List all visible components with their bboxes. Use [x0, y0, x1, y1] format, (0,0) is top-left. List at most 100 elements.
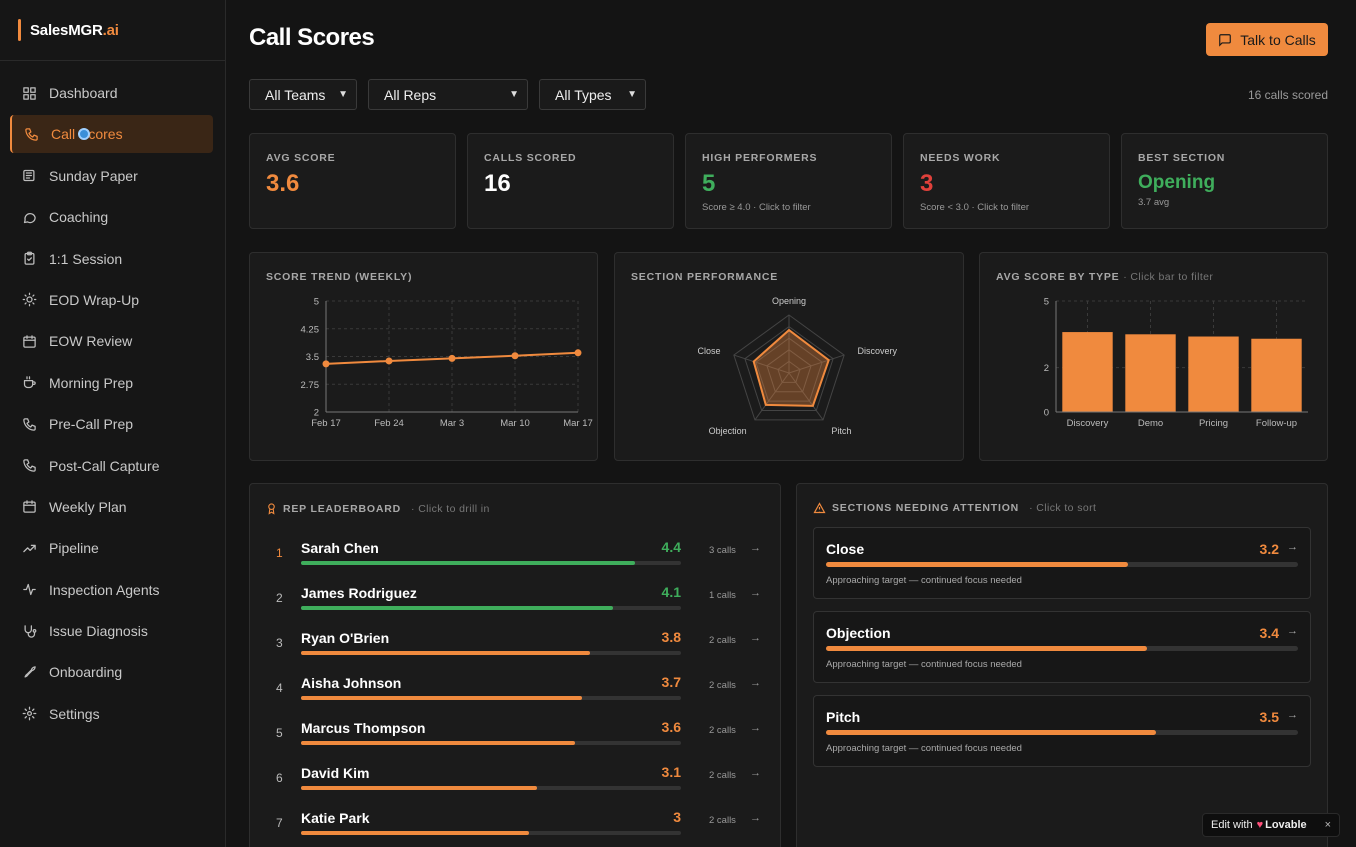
sidebar-item-settings[interactable]: Settings — [10, 695, 213, 733]
talk-to-calls-button[interactable]: Talk to Calls — [1206, 23, 1328, 56]
radar-grid-ring — [744, 325, 834, 412]
sidebar-item-label: EOW Review — [49, 333, 133, 350]
call-count: 1 calls — [709, 590, 736, 601]
leaderboard-row[interactable]: 3 Ryan O'Brien 3.8 2 calls → — [266, 626, 764, 666]
section-score: 3.2 — [1259, 541, 1279, 557]
score-bar-fill — [301, 741, 575, 745]
y-tick-label: 2 — [1044, 363, 1049, 374]
score-bar-fill — [301, 831, 529, 835]
kpi-subtext: Score < 3.0 · Click to filter — [920, 202, 1030, 213]
y-tick-label: 5 — [1044, 297, 1049, 308]
attention-item-pitch[interactable]: Pitch 3.5 → Approaching target — continued … — [813, 695, 1311, 767]
rocket-icon — [24, 666, 36, 678]
arrow-right-icon: → — [750, 542, 761, 554]
rep-score: 3.1 — [661, 764, 681, 780]
kpi-card-high-performers[interactable]: HIGH PERFORMERS 5 Score ≥ 4.0 · Click to f… — [685, 133, 892, 229]
types-select-value: All Types — [555, 86, 612, 103]
kpi-label: NEEDS WORK — [920, 152, 1001, 164]
bar-follow-up[interactable] — [1251, 338, 1302, 412]
section-note: Approaching target — continued focus nee… — [826, 575, 1022, 586]
types-select[interactable]: All Types ▼ — [539, 79, 646, 110]
avg-score-by-type-chart[interactable]: 5 2 0 Discovery Demo Pricing Follow-up — [980, 253, 1327, 460]
sidebar-item-label: EOD Wrap-Up — [49, 291, 139, 308]
sidebar-item-post-call-capture[interactable]: Post-Call Capture — [10, 447, 213, 485]
sidebar-item-eow-review[interactable]: EOW Review — [10, 322, 213, 360]
sidebar-item-label: Pipeline — [49, 540, 99, 557]
avg-score-by-type-title: AVG SCORE BY TYPE · Click bar to filter — [996, 271, 1214, 283]
sidebar-item-dashboard[interactable]: Dashboard — [10, 74, 213, 112]
score-bar — [301, 741, 681, 745]
kpi-label: AVG SCORE — [266, 152, 336, 164]
radar-spoke — [788, 372, 824, 421]
bar-discovery[interactable] — [1062, 332, 1113, 412]
section-note: Approaching target — continued focus nee… — [826, 743, 1022, 754]
radar-axis-label: Discovery — [857, 346, 897, 356]
leaderboard-row[interactable]: 1 Sarah Chen 4.4 3 calls → — [266, 536, 764, 576]
arrow-right-icon: → — [1287, 709, 1298, 721]
sidebar-item-morning-prep[interactable]: Morning Prep — [10, 364, 213, 402]
leaderboard-row[interactable]: 6 David Kim 3.1 2 calls → — [266, 761, 764, 801]
leaderboard-row[interactable]: 4 Aisha Johnson 3.7 2 calls → — [266, 671, 764, 711]
brand-logo[interactable]: SalesMGR.ai — [0, 0, 225, 61]
leaderboard-row[interactable]: 2 James Rodriguez 4.1 1 calls → — [266, 581, 764, 621]
sidebar-item-label: Morning Prep — [49, 374, 134, 391]
page-title: Call Scores — [249, 24, 375, 51]
section-bar — [826, 730, 1298, 735]
rank: 6 — [276, 771, 283, 785]
reps-select[interactable]: All Reps ▼ — [368, 79, 528, 110]
radar-grid-ring — [755, 337, 823, 402]
phone-outgoing-icon — [23, 417, 36, 431]
score-bar — [301, 561, 681, 565]
call-count: 2 calls — [709, 815, 736, 826]
score-bar — [301, 606, 681, 610]
badge-prefix: Edit with — [1211, 819, 1253, 831]
score-bar — [301, 831, 681, 835]
coffee-icon — [23, 376, 36, 389]
bar-demo[interactable] — [1125, 334, 1176, 412]
leaderboard-row[interactable]: 5 Marcus Thompson 3.6 2 calls → — [266, 716, 764, 756]
sidebar-item-sunday-paper[interactable]: Sunday Paper — [10, 157, 213, 195]
attention-item-objection[interactable]: Objection 3.4 → Approaching target — contin… — [813, 611, 1311, 683]
teams-select[interactable]: All Teams ▼ — [249, 79, 357, 110]
section-bar-fill — [826, 562, 1129, 567]
leaderboard-row[interactable]: 7 Katie Park 3 2 calls → — [266, 806, 764, 846]
sidebar-item-pipeline[interactable]: Pipeline — [10, 529, 213, 567]
sidebar-item-onboarding[interactable]: Onboarding — [10, 653, 213, 691]
stethoscope-icon — [24, 624, 37, 638]
bar-pricing[interactable] — [1188, 336, 1239, 412]
attention-item-close[interactable]: Close 3.2 → Approaching target — continued … — [813, 527, 1311, 599]
edit-with-lovable-badge[interactable]: Edit with ♥ Lovable × — [1202, 813, 1340, 837]
sidebar-item-eod-wrap-up[interactable]: EOD Wrap-Up — [10, 281, 213, 319]
sidebar-item-label: Dashboard — [49, 85, 118, 101]
rank: 2 — [276, 591, 283, 605]
gear-icon — [22, 706, 37, 721]
kpi-value: 3 — [920, 170, 934, 197]
sidebar-item-inspection-agents[interactable]: Inspection Agents — [10, 571, 213, 609]
sidebar-item-coaching[interactable]: Coaching — [10, 198, 213, 236]
kpi-card-needs-work[interactable]: NEEDS WORK 3 Score < 3.0 · Click to filter — [903, 133, 1110, 229]
chevron-down-icon: ▼ — [509, 89, 519, 100]
sidebar-item-weekly-plan[interactable]: Weekly Plan — [10, 488, 213, 526]
score-trend-card: SCORE TREND (WEEKLY) 5 4.25 3.5 2.75 2 Feb 17… — [249, 252, 598, 461]
teams-select-value: All Teams — [265, 86, 326, 103]
rep-leaderboard-title: REP LEADERBOARD · Click to drill in — [266, 502, 490, 515]
phone-icon — [25, 128, 38, 141]
brand-accent-bar — [18, 19, 21, 41]
sidebar-item-label: Onboarding — [49, 664, 123, 681]
sidebar-item-issue-diagnosis[interactable]: Issue Diagnosis — [10, 612, 213, 650]
rep-score: 3 — [673, 809, 681, 825]
x-tick-label: Follow-up — [1256, 418, 1297, 429]
trending-up-icon — [23, 544, 36, 553]
call-count: 2 calls — [709, 770, 736, 781]
score-bar-fill — [301, 786, 537, 790]
arrow-right-icon: → — [750, 677, 761, 689]
sun-icon — [22, 293, 37, 307]
radar-spoke — [733, 354, 790, 374]
kpi-label: CALLS SCORED — [484, 152, 577, 164]
award-icon — [268, 503, 275, 515]
sidebar-item-1-1-session[interactable]: 1:1 Session — [10, 240, 213, 278]
sidebar-item-pre-call-prep[interactable]: Pre-Call Prep — [10, 405, 213, 443]
sidebar-item-call-scores[interactable]: Call Scores — [10, 115, 213, 154]
close-icon[interactable]: × — [1324, 819, 1331, 831]
